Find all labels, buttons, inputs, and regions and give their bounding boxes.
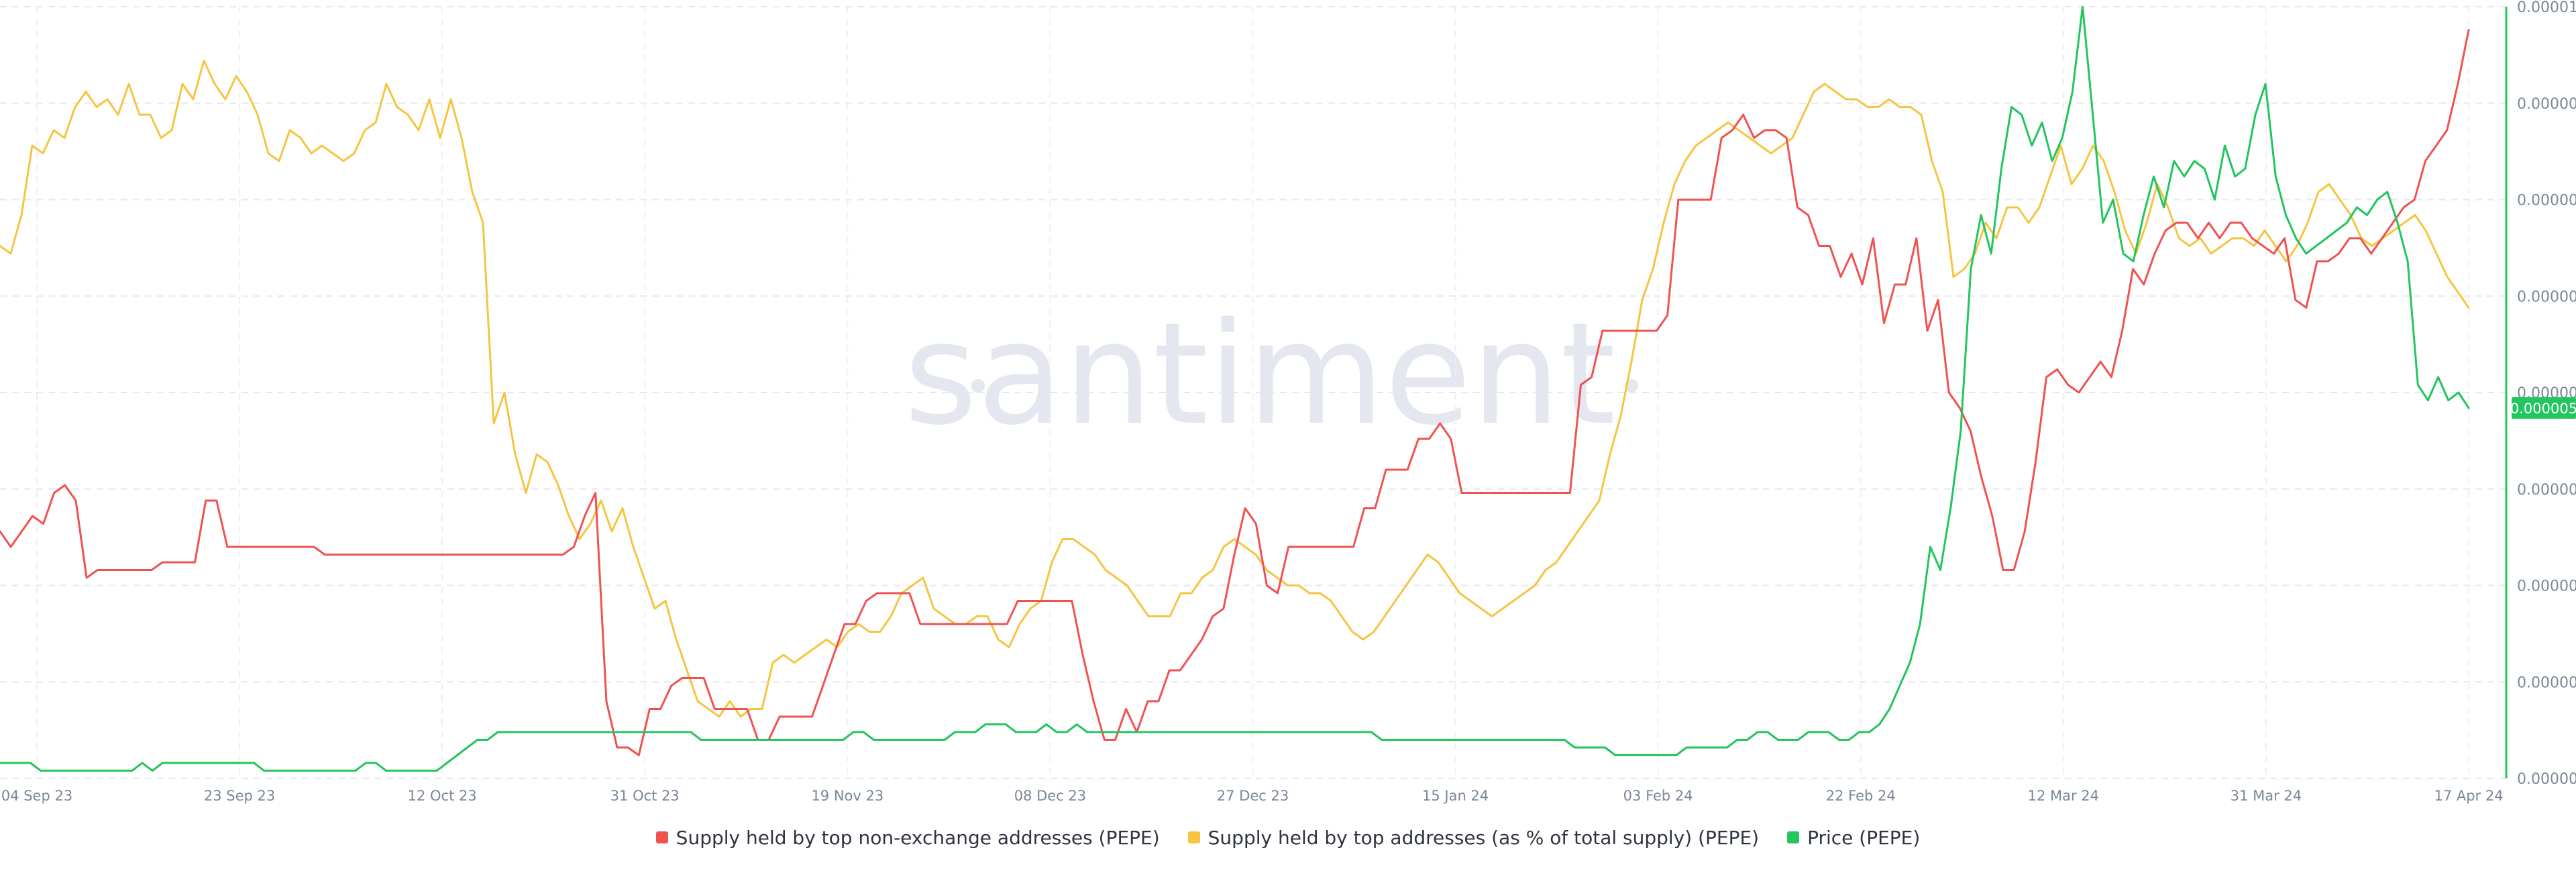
watermark-text: santiment bbox=[904, 292, 1615, 456]
legend-label-top-addresses: Supply held by top addresses (as % of to… bbox=[1208, 826, 1760, 849]
x-tick-label: 23 Sep 23 bbox=[204, 788, 275, 804]
y-tick-label: 0.000009 bbox=[2517, 96, 2576, 113]
x-tick-label: 22 Feb 24 bbox=[1826, 788, 1896, 804]
x-tick-label: 04 Sep 23 bbox=[1, 788, 72, 804]
x-tick-label: 12 Oct 23 bbox=[408, 788, 477, 804]
x-tick-label: 31 Oct 23 bbox=[610, 788, 680, 804]
legend-swatch-top-addresses bbox=[1187, 831, 1200, 843]
legend-item-non-exchange[interactable]: Supply held by top non-exchange addresse… bbox=[655, 826, 1160, 849]
y-tick-label: 0.000004 bbox=[2517, 482, 2576, 499]
series-line-0 bbox=[0, 29, 2470, 756]
price-current-badge bbox=[2512, 397, 2576, 419]
y-tick-label: 0.000002 bbox=[2517, 674, 2576, 691]
legend-item-top-addresses[interactable]: Supply held by top addresses (as % of to… bbox=[1187, 826, 1760, 849]
x-tick-label: 17 Apr 24 bbox=[2434, 788, 2503, 804]
legend-swatch-price bbox=[1787, 831, 1800, 843]
x-tick-label: 03 Feb 24 bbox=[1623, 788, 1693, 804]
y-tick-label: 0.000003 bbox=[2517, 578, 2576, 595]
y-tick-label: 0.00001 bbox=[2517, 0, 2576, 16]
legend-label-non-exchange: Supply held by top non-exchange addresse… bbox=[676, 826, 1160, 849]
legend: Supply held by top non-exchange addresse… bbox=[0, 823, 2576, 852]
y-tick-label: 0.000001 bbox=[2517, 771, 2576, 788]
x-tick-label: 08 Dec 23 bbox=[1014, 788, 1086, 804]
y-tick-label: 0.000007 bbox=[2517, 289, 2576, 305]
price-current-badge-label: 0.000005 bbox=[2510, 401, 2576, 417]
legend-item-price[interactable]: Price (PEPE) bbox=[1787, 827, 1920, 849]
watermark-dot-left bbox=[971, 379, 985, 393]
legend-label-price: Price (PEPE) bbox=[1807, 826, 1921, 849]
y-tick-label: 0.000008 bbox=[2517, 193, 2576, 209]
x-tick-label: 19 Nov 23 bbox=[811, 788, 883, 804]
x-tick-label: 27 Dec 23 bbox=[1217, 788, 1289, 804]
x-tick-label: 31 Mar 24 bbox=[2231, 788, 2302, 804]
x-tick-label: 12 Mar 24 bbox=[2028, 788, 2099, 804]
legend-swatch-non-exchange bbox=[655, 831, 668, 843]
series-line-2 bbox=[0, 5, 2470, 772]
x-tick-label: 15 Jan 24 bbox=[1422, 788, 1489, 804]
series-line-1 bbox=[0, 60, 2470, 718]
